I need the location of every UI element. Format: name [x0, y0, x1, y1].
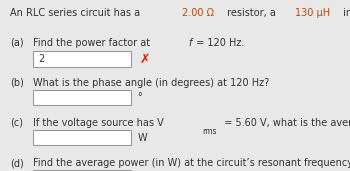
Text: = 5.60 V, what is the average power (in W) at 120 Hz?: = 5.60 V, what is the average power (in …	[220, 118, 350, 128]
FancyBboxPatch shape	[33, 90, 131, 105]
Text: resistor, a: resistor, a	[224, 8, 279, 18]
Text: (b): (b)	[10, 78, 25, 88]
Text: W: W	[138, 133, 147, 143]
Text: 130 μH: 130 μH	[295, 8, 330, 18]
Text: f: f	[188, 38, 192, 48]
Text: Find the average power (in W) at the circuit’s resonant frequency.: Find the average power (in W) at the cir…	[33, 158, 350, 168]
Text: °: °	[138, 93, 142, 102]
Text: An RLC series circuit has a: An RLC series circuit has a	[10, 8, 144, 18]
Text: (d): (d)	[10, 158, 24, 168]
FancyBboxPatch shape	[33, 170, 131, 171]
Text: = 120 Hz.: = 120 Hz.	[193, 38, 244, 48]
FancyBboxPatch shape	[33, 51, 131, 67]
Text: rms: rms	[202, 127, 216, 136]
Text: ✗: ✗	[140, 52, 150, 65]
Text: Find the power factor at: Find the power factor at	[33, 38, 154, 48]
Text: What is the phase angle (in degrees) at 120 Hz?: What is the phase angle (in degrees) at …	[33, 78, 270, 88]
Text: 2: 2	[38, 54, 45, 64]
Text: (a): (a)	[10, 38, 24, 48]
Text: (c): (c)	[10, 118, 23, 128]
FancyBboxPatch shape	[33, 130, 131, 145]
Text: 2.00 Ω: 2.00 Ω	[182, 8, 215, 18]
Text: If the voltage source has V: If the voltage source has V	[33, 118, 164, 128]
Text: inductor, and an: inductor, and an	[340, 8, 350, 18]
